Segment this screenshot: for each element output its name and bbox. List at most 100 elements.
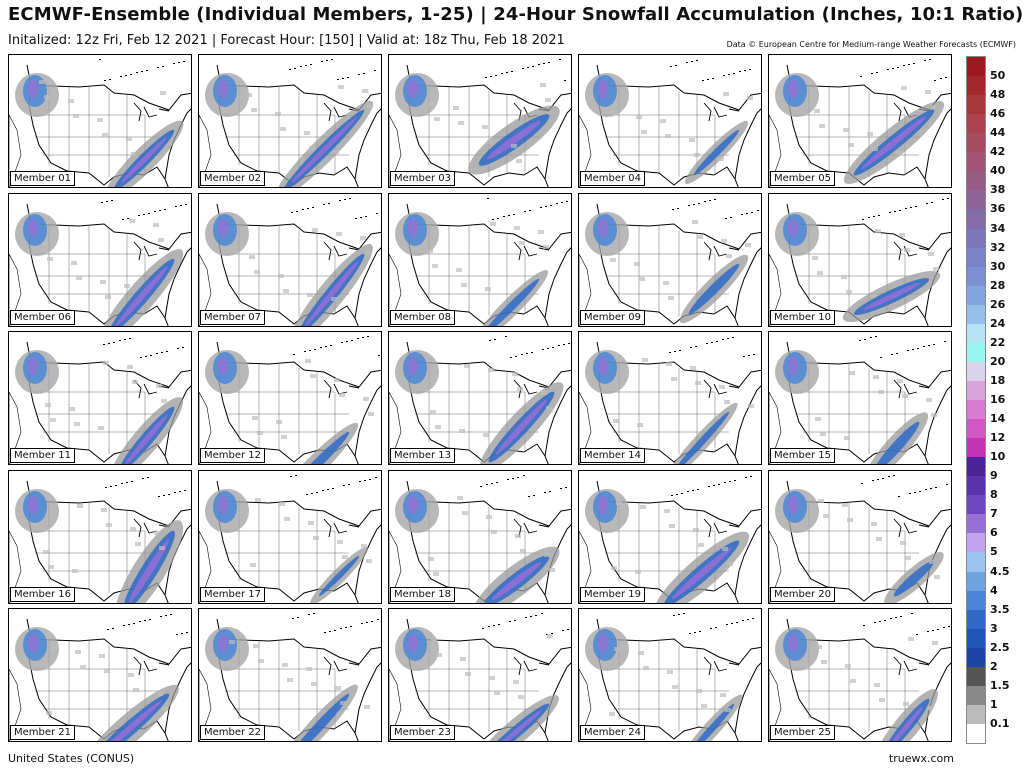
legend-tick-label: 9 [990, 469, 998, 483]
brand-label: truewx.com [888, 752, 954, 765]
member-panel: Member 01 [8, 54, 192, 188]
legend-tick-label: 2.5 [990, 640, 1010, 654]
member-panel: Member 11 [8, 331, 192, 465]
member-label: Member 16 [10, 586, 76, 602]
legend-tick-label: 24 [990, 316, 1006, 330]
legend-swatch [967, 304, 985, 325]
member-label: Member 18 [390, 586, 456, 602]
legend-swatch [967, 247, 985, 268]
member-panel: Member 02 [198, 54, 382, 188]
legend-swatch [967, 476, 985, 496]
member-panel: Member 14 [578, 331, 762, 465]
member-label: Member 23 [390, 725, 456, 740]
legend-swatch [967, 552, 985, 572]
legend-swatch [967, 495, 985, 515]
legend-tick-label: 22 [990, 335, 1006, 349]
legend-tick-label: 38 [990, 183, 1006, 197]
member-panel: Member 20 [768, 469, 952, 604]
legend-swatch [967, 647, 985, 668]
member-label: Member 17 [200, 586, 266, 602]
legend-swatch [967, 723, 985, 744]
legend-swatch [967, 228, 985, 249]
legend-tick-label: 1 [990, 697, 998, 711]
snowfall-map [389, 193, 571, 326]
region-label: United States (CONUS) [8, 752, 135, 765]
legend-tick-label: 50 [990, 69, 1006, 83]
legend-tick-label: 1.5 [990, 678, 1010, 692]
legend-swatch [967, 400, 985, 420]
snowfall-map [9, 55, 191, 187]
member-label: Member 11 [10, 448, 76, 463]
member-panel: Member 24 [578, 608, 762, 742]
member-panel: Member 07 [198, 192, 382, 327]
snowfall-map [389, 55, 571, 187]
legend-tick-label: 12 [990, 431, 1006, 445]
legend-swatch [967, 685, 985, 706]
member-label: Member 04 [580, 171, 646, 186]
snowfall-map [389, 332, 571, 464]
member-panel: Member 15 [768, 331, 952, 465]
snowfall-map [769, 332, 951, 464]
legend-tick-label: 46 [990, 107, 1006, 121]
snowfall-map [579, 470, 761, 603]
member-label: Member 03 [390, 171, 456, 186]
legend-tick-label: 0.1 [990, 716, 1010, 730]
legend-swatch [967, 133, 985, 153]
member-label: Member 21 [10, 725, 76, 740]
legend-tick-label: 18 [990, 373, 1006, 387]
snowfall-map [769, 193, 951, 326]
member-panel: Member 22 [198, 608, 382, 742]
member-panel: Member 16 [8, 469, 192, 604]
member-panel: Member 19 [578, 469, 762, 604]
snowfall-map [769, 55, 951, 187]
member-label: Member 07 [200, 309, 266, 325]
member-panel: Member 23 [388, 608, 572, 742]
legend-swatch [967, 571, 985, 592]
legend-swatch [967, 628, 985, 649]
legend-tick-label: 32 [990, 240, 1006, 254]
member-panel: Member 12 [198, 331, 382, 465]
legend-swatch [967, 171, 985, 191]
legend-swatch [967, 190, 985, 210]
member-panel: Member 03 [388, 54, 572, 188]
member-label: Member 12 [200, 448, 266, 463]
legend-swatch [967, 704, 985, 725]
legend-tick-label: 5 [990, 545, 998, 559]
legend-swatch [967, 438, 985, 458]
snowfall-map [199, 470, 381, 603]
snowfall-map [769, 609, 951, 741]
member-panel: Member 18 [388, 469, 572, 604]
legend-swatch [967, 266, 985, 287]
legend-tick-label: 44 [990, 126, 1006, 140]
snowfall-map [9, 470, 191, 603]
legend-tick-label: 3 [990, 621, 998, 635]
run-info: Initalized: 12z Fri, Feb 12 2021 | Forec… [8, 33, 565, 48]
member-label: Member 19 [580, 586, 646, 602]
legend-swatch [967, 361, 985, 382]
legend-tick-label: 14 [990, 412, 1006, 426]
snowfall-map [579, 193, 761, 326]
snowfall-map [199, 193, 381, 326]
legend-swatch [967, 76, 985, 96]
legend-swatch [967, 514, 985, 534]
member-label: Member 02 [200, 171, 266, 186]
member-panel: Member 17 [198, 469, 382, 604]
legend-tick-label: 16 [990, 393, 1006, 406]
member-label: Member 22 [200, 725, 266, 740]
legend-tick-label: 8 [990, 488, 998, 502]
snowfall-map [9, 332, 191, 464]
legend-tick-label: 30 [990, 259, 1006, 273]
legend-swatch [967, 95, 985, 115]
legend-tick-label: 7 [990, 507, 998, 521]
legend-swatch [967, 285, 985, 306]
member-label: Member 24 [580, 725, 646, 740]
member-label: Member 08 [390, 309, 456, 325]
legend-tick-label: 4 [990, 583, 998, 597]
legend-tick-label: 2 [990, 659, 998, 673]
snowfall-map [199, 609, 381, 741]
member-panel: Member 10 [768, 192, 952, 327]
legend-tick-label: 28 [990, 278, 1006, 292]
member-label: Member 05 [770, 171, 836, 186]
snowfall-map [199, 55, 381, 187]
member-panel: Member 09 [578, 192, 762, 327]
